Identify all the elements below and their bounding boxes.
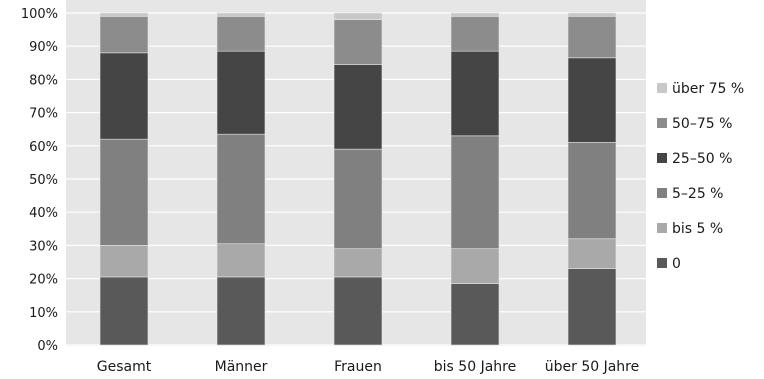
bar-segment	[567, 142, 617, 240]
legend-label: 0	[672, 256, 681, 272]
bar-segment	[99, 138, 149, 246]
bar-segment	[216, 12, 266, 17]
bar-segment	[567, 12, 617, 17]
legend-label: 5–25 %	[672, 186, 723, 202]
y-tick-label: 90%	[29, 40, 58, 55]
legend-swatch	[657, 83, 667, 93]
legend-label: bis 5 %	[672, 221, 723, 237]
y-tick-label: 80%	[29, 73, 58, 88]
bar-segment	[333, 12, 383, 20]
x-category-label: über 50 Jahre	[545, 359, 640, 375]
y-tick-label: 30%	[29, 239, 58, 254]
legend-swatch	[657, 118, 667, 128]
legend-swatch	[657, 223, 667, 233]
x-category-label: Gesamt	[97, 359, 152, 375]
bars	[99, 12, 617, 346]
bar-segment	[450, 248, 500, 284]
legend-swatch	[657, 188, 667, 198]
bar-segment	[450, 16, 500, 52]
bar-segment	[216, 276, 266, 346]
bar-segment	[216, 133, 266, 245]
bar-segment	[99, 245, 149, 278]
y-tick-label: 70%	[29, 107, 58, 122]
bar-segment	[99, 12, 149, 17]
y-tick-label: 20%	[29, 273, 58, 288]
bar-segment	[567, 57, 617, 143]
bar-segment	[216, 243, 266, 278]
y-tick-label: 10%	[29, 306, 58, 321]
x-category-label: bis 50 Jahre	[434, 359, 516, 375]
bar-segment	[450, 135, 500, 250]
bar-segment	[567, 238, 617, 269]
y-tick-label: 0%	[37, 339, 58, 354]
bar-segment	[567, 16, 617, 59]
bar-segment	[333, 276, 383, 346]
bar-segment	[450, 12, 500, 17]
x-axis-categories: Gesamt Männer Frauen bis 50 Jahre über 50 Ja…	[97, 359, 639, 375]
bar-segment	[99, 52, 149, 140]
bar-segment	[450, 50, 500, 137]
bar-segment	[567, 268, 617, 346]
y-axis-ticks: 0% 10% 20% 30% 40% 50% 60% 70% 80% 90% 100%	[21, 7, 58, 354]
bar-segment	[99, 16, 149, 54]
bar-segment	[216, 50, 266, 135]
legend-swatch	[657, 258, 667, 268]
bar-segment	[333, 19, 383, 65]
y-tick-label: 60%	[29, 140, 58, 155]
y-tick-label: 40%	[29, 206, 58, 221]
x-category-label: Frauen	[334, 359, 382, 375]
y-tick-label: 50%	[29, 173, 58, 188]
y-tick-label: 100%	[21, 7, 58, 22]
bar-segment	[333, 248, 383, 278]
x-category-label: Männer	[215, 359, 268, 375]
legend: über 75 % 50–75 % 25–50 % 5–25 % bis 5 % 0	[657, 81, 744, 272]
legend-label: 50–75 %	[672, 116, 732, 132]
bar-segment	[450, 283, 500, 346]
bar-segment	[216, 16, 266, 52]
legend-label: über 75 %	[672, 81, 744, 97]
bar-segment	[99, 276, 149, 346]
bar-segment	[333, 148, 383, 250]
legend-label: 25–50 %	[672, 151, 732, 167]
bar-segment	[333, 64, 383, 150]
legend-swatch	[657, 153, 667, 163]
